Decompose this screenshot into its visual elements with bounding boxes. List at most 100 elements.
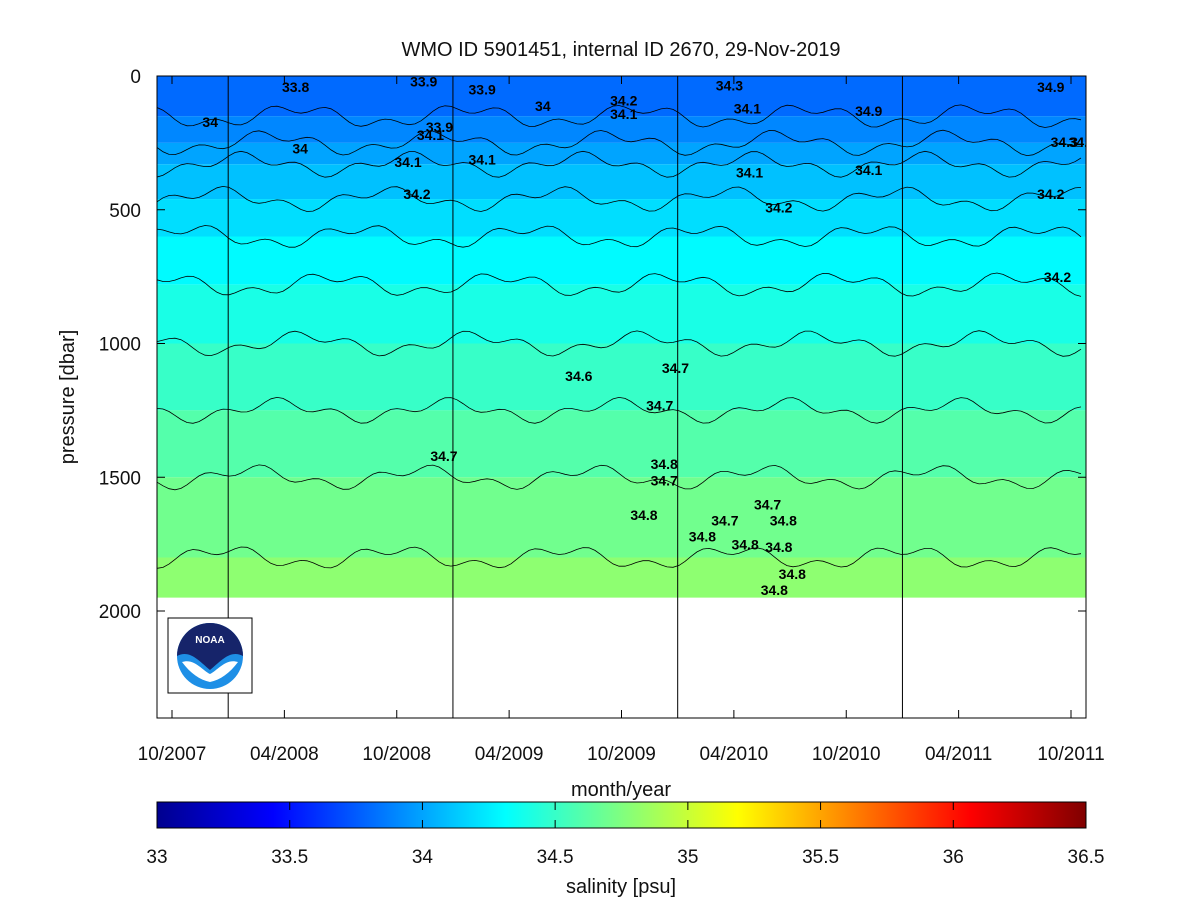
contour-label: 34.8 [689, 528, 716, 544]
contour-label: 33.9 [426, 119, 453, 135]
contour-line [157, 272, 1082, 297]
x-tick-label: 04/2008 [250, 744, 319, 765]
salinity-band [157, 410, 1086, 478]
contour-label: 34.7 [662, 360, 689, 376]
salinity-band [157, 199, 1086, 237]
x-tick-label: 10/2009 [587, 744, 656, 765]
contour-label: 33.9 [469, 82, 496, 98]
contour-label: 33.8 [282, 79, 309, 95]
contour-label: 34.2 [1044, 269, 1071, 285]
contour-label: 34.8 [731, 536, 758, 552]
y-tick-label: 500 [109, 201, 141, 222]
salinity-band [157, 284, 1086, 344]
x-tick-label: 04/2010 [700, 744, 769, 765]
contour-label: 34.8 [765, 539, 792, 555]
colorbar-tick-label: 34.5 [537, 847, 574, 868]
salinity-band [157, 142, 1086, 165]
salinity-band [157, 116, 1086, 143]
contour-label: 34.7 [651, 472, 678, 488]
colorbar-ticks: 33 33.5 34 34.5 35 35.5 36 36.5 [146, 802, 1104, 868]
contour-label: 34.8 [761, 582, 788, 598]
x-axis-title: month/year [571, 779, 671, 801]
contour-label: 34.9 [1037, 79, 1064, 95]
contour-line [157, 225, 1082, 248]
y-tick-label: 1500 [99, 468, 141, 489]
contour-label: 34.3 [716, 78, 743, 94]
colorbar-tick-label: 35 [677, 847, 698, 868]
colorbar-tick-label: 34 [412, 847, 434, 868]
contour-label: 34.7 [711, 512, 738, 528]
x-tick-label: 10/2007 [138, 744, 207, 765]
contour-label: 34.8 [770, 512, 797, 528]
contour-lines [157, 104, 1082, 569]
contour-label: 34.6 [1105, 92, 1132, 108]
contour-line [157, 464, 1082, 491]
colorbar [156, 801, 1087, 829]
contour-line [157, 129, 1082, 157]
y-axis: 0 500 1000 1500 2000 [99, 67, 1086, 623]
colorbar-tick-label: 36 [943, 847, 964, 868]
contour-label: 34.8 [1102, 585, 1129, 601]
contour-label: 34.7 [430, 448, 457, 464]
noaa-logo-text: NOAA [195, 635, 224, 646]
contour-label: 34.2 [765, 199, 792, 215]
y-axis-title: pressure [dbar] [57, 330, 79, 465]
salinity-field [157, 76, 1086, 598]
contour-label: 34.6 [565, 368, 592, 384]
contour-label: 34.8 [779, 566, 806, 582]
x-tick-label: 10/2011 [1037, 744, 1104, 765]
contour-label: 34.8 [630, 507, 657, 523]
contour-label: 34 [292, 141, 308, 157]
contour-label: 34.2 [403, 186, 430, 202]
noaa-logo-icon: NOAA [167, 617, 253, 694]
contour-label: 34.1 [394, 154, 421, 170]
contour-label: 34.1 [855, 162, 882, 178]
contour-label: 34.1 [469, 151, 496, 167]
contour-label: 34.1 [734, 100, 761, 116]
contour-label: 34.2 [1037, 186, 1064, 202]
contour-line [157, 185, 1082, 212]
contour-label: 34.9 [855, 103, 882, 119]
contour-label: 34 [202, 114, 218, 130]
contour-label: 34.2 [610, 92, 637, 108]
x-axis: 10/2007 04/2008 10/2008 04/2009 10/2009 04/20… [138, 76, 1105, 765]
year-boundary-lines [227, 76, 903, 718]
colorbar-title: salinity [psu] [566, 876, 676, 898]
contour-label: 33.9 [410, 74, 437, 90]
y-tick-label: 1000 [99, 335, 141, 356]
contour-label: 34.2 [1107, 133, 1134, 149]
x-tick-label: 10/2008 [362, 744, 431, 765]
x-tick-label: 10/2010 [812, 744, 881, 765]
contour-line [157, 330, 1082, 357]
x-tick-label: 04/2011 [925, 744, 992, 765]
colorbar-tick-label: 33.5 [271, 847, 308, 868]
salinity-band [157, 343, 1086, 411]
colorbar-tick-label: 35.5 [802, 847, 839, 868]
contour-label: 34.7 [754, 496, 781, 512]
contour-line [157, 396, 1082, 424]
salinity-band [157, 557, 1086, 598]
contour-line [157, 104, 1082, 128]
y-tick-label: 2000 [99, 602, 141, 623]
contour-label: 34.1 [417, 127, 444, 143]
contour-label: 34.1 [610, 106, 637, 122]
contour-label: 34.1 [736, 165, 763, 181]
colorbar-tick-label: 36.5 [1068, 847, 1105, 868]
contour-line [157, 546, 1082, 569]
contour-label: 34.7 [646, 397, 673, 413]
contour-label: 34.5 [1069, 134, 1096, 150]
salinity-band [157, 236, 1086, 285]
chart-title: WMO ID 5901451, internal ID 2670, 29-Nov… [401, 39, 840, 61]
salinity-band [157, 477, 1086, 558]
x-tick-label: 04/2009 [475, 744, 544, 765]
y-tick-label: 0 [130, 67, 141, 88]
contour-label: 34.3 [1051, 134, 1078, 150]
contour-line [157, 150, 1082, 178]
salinity-band [157, 164, 1086, 200]
contour-label: 34.7 [1098, 111, 1125, 127]
colorbar-tick-label: 33 [146, 847, 167, 868]
contour-label: 34.8 [651, 456, 678, 472]
contour-label: 34 [535, 98, 551, 114]
